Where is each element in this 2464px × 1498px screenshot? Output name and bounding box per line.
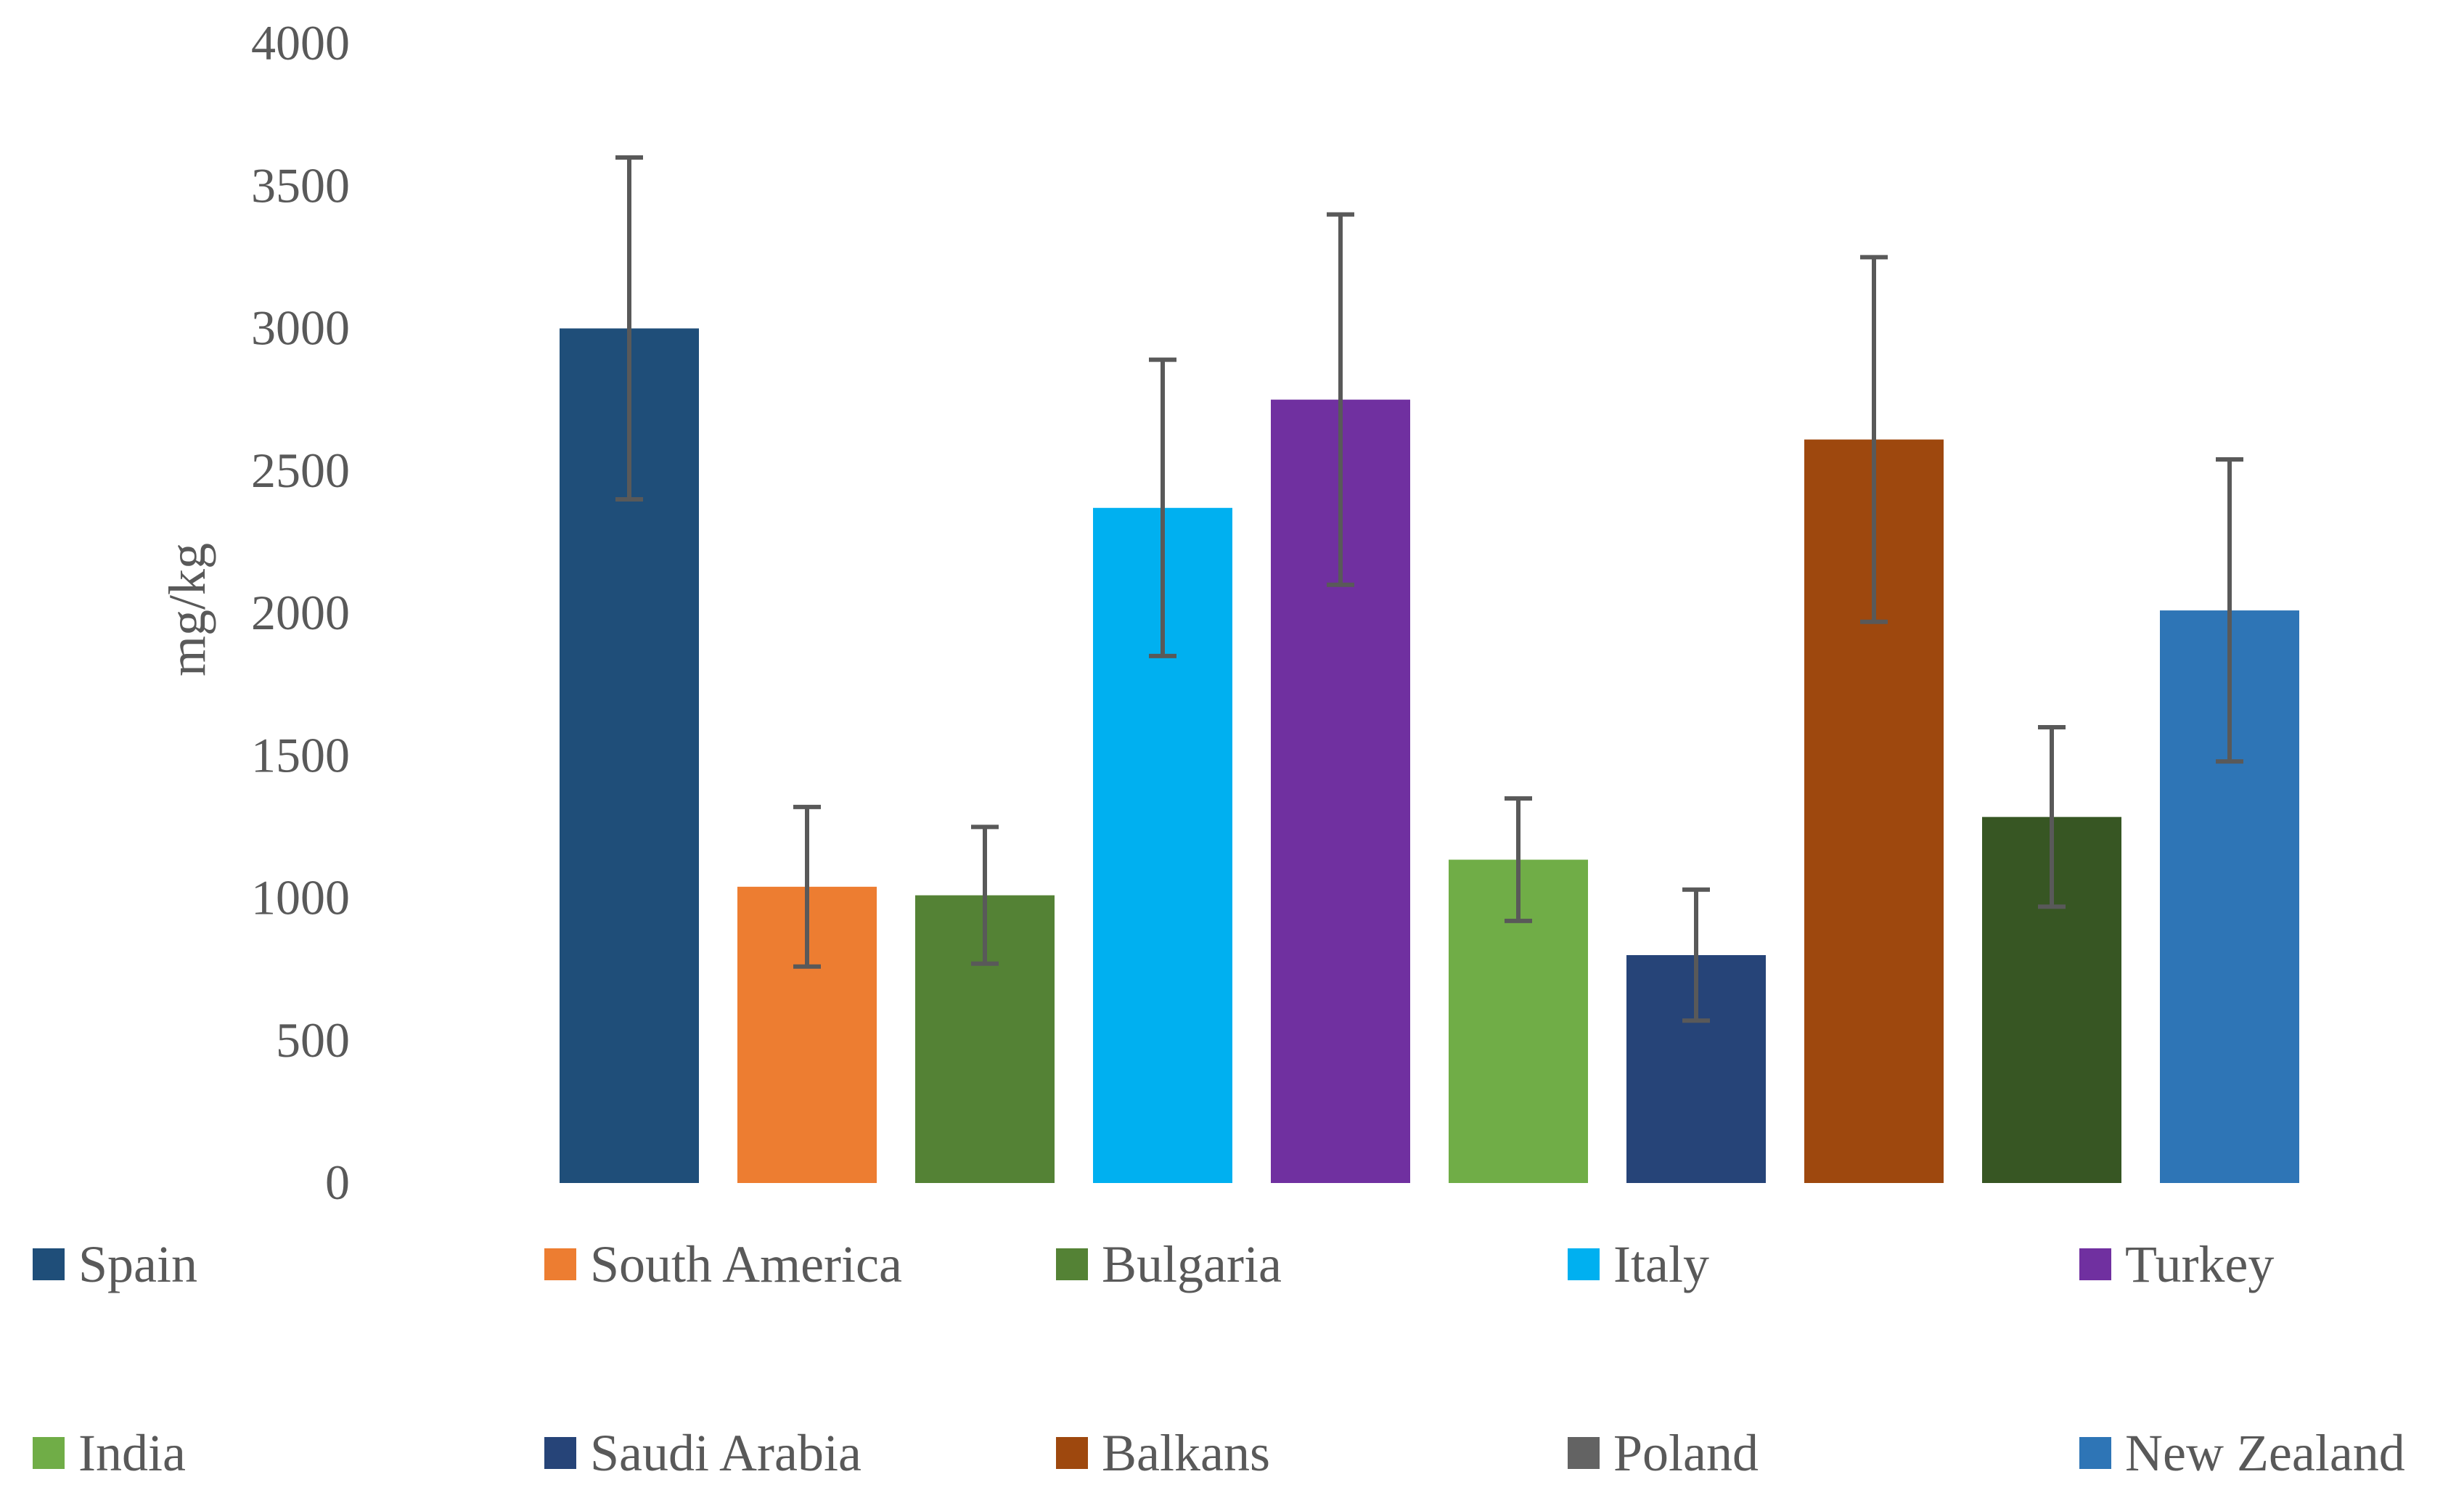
legend-swatch [1056,1248,1088,1280]
legend-swatch [1568,1437,1600,1469]
legend: Spain South America Bulgaria Italy Turkey Ind… [33,1235,2405,1482]
y-tick-label: 2000 [251,585,350,640]
legend-label: Balkans [1102,1424,1270,1482]
error-bar [793,804,821,969]
error-bar [2216,457,2243,764]
y-tick-label: 0 [325,1155,350,1210]
legend-swatch [2079,1437,2111,1469]
bars-group [560,328,2299,1184]
legend-swatch [1056,1437,1088,1469]
y-axis-ticks: 0 500 1000 1500 2000 2500 3000 3500 4000 [251,15,350,1210]
error-bar [2038,725,2066,909]
error-bars-group [615,155,2243,1023]
error-bar [1149,357,1176,658]
legend-label: South America [590,1235,902,1293]
legend-label: Turkey [2125,1235,2274,1293]
legend-label: Saudi Arabia [590,1424,861,1482]
legend-swatch [33,1437,65,1469]
legend-swatch [2079,1248,2111,1280]
y-tick-label: 3500 [251,157,350,213]
y-tick-label: 2500 [251,443,350,498]
error-bar [971,824,999,966]
error-bar [1327,212,1354,587]
y-tick-label: 1500 [251,727,350,782]
legend-label: Italy [1613,1235,1709,1293]
error-bar [1860,255,1888,624]
y-axis-title: mg/kg [158,543,216,676]
legend-label: New Zealand [2125,1424,2405,1482]
error-bar [1505,796,1532,923]
legend-swatch [544,1248,576,1280]
legend-label: Bulgaria [1102,1235,1282,1293]
y-tick-label: 500 [276,1012,350,1068]
legend-swatch [33,1248,65,1280]
legend-swatch [1568,1248,1600,1280]
error-bar [615,155,643,502]
error-bar [1682,887,1710,1023]
legend-label: Spain [78,1235,197,1293]
legend-label: India [78,1424,186,1482]
y-tick-label: 1000 [251,870,350,925]
y-tick-label: 4000 [251,15,350,70]
y-tick-label: 3000 [251,300,350,356]
legend-swatch [544,1437,576,1469]
legend-label: Poland [1613,1424,1759,1482]
